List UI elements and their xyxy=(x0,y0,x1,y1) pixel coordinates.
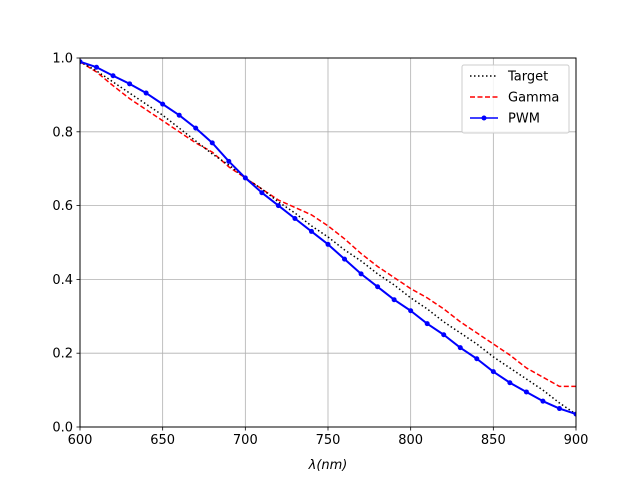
series-point-pwm xyxy=(391,297,397,303)
series-point-pwm xyxy=(375,284,381,290)
series-line-gamma xyxy=(80,61,576,388)
x-tick-label: 700 xyxy=(233,433,258,448)
y-tick-label: 0.8 xyxy=(52,125,73,140)
series-point-pwm xyxy=(507,380,513,386)
series-point-pwm xyxy=(94,64,100,70)
x-axis-label: λ(nm) xyxy=(308,458,348,473)
series-point-pwm xyxy=(127,81,133,87)
legend-marker-pwm xyxy=(481,115,487,121)
series-point-pwm xyxy=(80,59,83,65)
x-tick-label: 850 xyxy=(481,433,506,448)
series-point-pwm xyxy=(160,101,166,107)
series-point-pwm xyxy=(110,73,116,79)
series-point-pwm xyxy=(308,228,314,234)
series-point-pwm xyxy=(242,175,248,181)
legend-label-gamma: Gamma xyxy=(508,91,559,106)
y-tick-label: 0.4 xyxy=(52,273,73,288)
series-point-pwm xyxy=(226,158,232,164)
series-point-pwm xyxy=(490,369,496,375)
x-tick-label: 800 xyxy=(398,433,423,448)
series-point-pwm xyxy=(342,256,348,262)
series-point-pwm xyxy=(358,271,364,277)
x-axis-label-unit: (nm) xyxy=(316,458,347,473)
series-point-pwm xyxy=(441,332,447,338)
x-axis-label-var: λ xyxy=(308,458,317,473)
x-tick-label: 600 xyxy=(68,433,93,448)
x-ticks: 600 650 700 750 800 850 900 xyxy=(68,427,589,448)
series-point-pwm xyxy=(573,411,576,417)
y-tick-label: 0.0 xyxy=(52,421,73,436)
series-point-pwm xyxy=(292,216,298,222)
series-point-pwm xyxy=(275,203,281,209)
legend: Target Gamma PWM xyxy=(461,64,570,134)
legend-box xyxy=(461,64,570,134)
y-tick-label: 0.6 xyxy=(52,199,73,214)
series-point-pwm xyxy=(474,356,480,362)
series-point-pwm xyxy=(193,125,199,131)
series-point-pwm xyxy=(424,321,430,327)
series-line-target xyxy=(80,61,576,415)
series-point-pwm xyxy=(556,406,562,412)
series-layer xyxy=(80,59,576,417)
series-point-pwm xyxy=(143,90,149,96)
legend-label-target: Target xyxy=(507,70,548,85)
series-point-pwm xyxy=(540,398,546,404)
series-point-pwm xyxy=(457,345,463,351)
y-ticks: 0.0 0.2 0.4 0.6 0.8 1.0 xyxy=(52,52,80,436)
legend-label-pwm: PWM xyxy=(508,112,540,127)
x-tick-label: 900 xyxy=(564,433,589,448)
series-point-pwm xyxy=(209,140,215,146)
series-point-pwm xyxy=(325,241,331,247)
series-point-pwm xyxy=(523,389,529,395)
y-tick-label: 1.0 xyxy=(52,52,73,67)
series-point-pwm xyxy=(259,190,265,196)
x-tick-label: 750 xyxy=(316,433,341,448)
series-point-pwm xyxy=(408,308,414,314)
series-point-pwm xyxy=(176,112,182,118)
y-tick-label: 0.2 xyxy=(52,347,73,362)
x-tick-label: 650 xyxy=(150,433,175,448)
